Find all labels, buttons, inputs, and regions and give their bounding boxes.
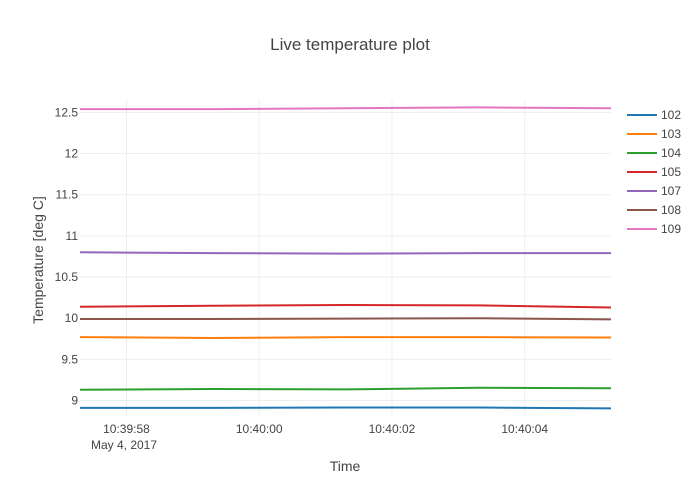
legend-label: 102 (661, 108, 681, 122)
y-tick-label: 10 (65, 311, 79, 325)
x-axis-date-label: May 4, 2017 (91, 438, 157, 452)
series-line-103 (79, 336, 612, 340)
x-axis-ticks: 10:39:58 10:40:00 10:40:02 10:40:04 (103, 422, 548, 436)
legend[interactable]: 102 103 104 105 107 108 109 (627, 108, 681, 236)
y-axis-title: Temperature [deg C] (30, 196, 46, 324)
series-line-102 (80, 406, 612, 410)
legend-item-109[interactable]: 109 (627, 222, 681, 236)
y-tick-label: 10.5 (55, 270, 79, 284)
y-tick-label: 11 (66, 229, 79, 243)
x-tick-label: 10:40:02 (369, 422, 416, 436)
series-lines (79, 106, 612, 410)
y-tick-label: 9.5 (61, 352, 78, 366)
legend-item-102[interactable]: 102 (627, 108, 681, 122)
y-axis-ticks: 9 9.5 10 10.5 11 11.5 12 12.5 (55, 105, 79, 407)
legend-label: 103 (661, 127, 681, 141)
legend-label: 109 (661, 222, 681, 236)
series-line-109 (80, 106, 612, 111)
legend-label: 104 (661, 146, 681, 160)
series-line-108 (80, 317, 612, 321)
legend-item-105[interactable]: 105 (627, 165, 681, 179)
legend-item-103[interactable]: 103 (627, 127, 681, 141)
y-tick-label: 12 (65, 147, 79, 161)
series-line-107 (79, 251, 611, 255)
legend-item-104[interactable]: 104 (627, 146, 681, 160)
chart-title: Live temperature plot (270, 35, 430, 54)
x-axis-title: Time (330, 458, 361, 474)
y-tick-label: 12.5 (55, 105, 79, 119)
x-tick-label: 10:40:00 (236, 422, 283, 436)
x-tick-label: 10:40:04 (501, 422, 548, 436)
y-tick-label: 9 (71, 394, 78, 408)
y-tick-label: 11.5 (56, 188, 79, 202)
series-line-104 (79, 386, 612, 391)
x-tick-label: 10:39:58 (103, 422, 150, 436)
legend-label: 108 (661, 203, 681, 217)
legend-label: 107 (661, 184, 681, 198)
legend-label: 105 (661, 165, 681, 179)
legend-item-108[interactable]: 108 (627, 203, 681, 217)
grid-lines (80, 100, 611, 417)
legend-item-107[interactable]: 107 (627, 184, 681, 198)
series-line-105 (79, 303, 612, 309)
